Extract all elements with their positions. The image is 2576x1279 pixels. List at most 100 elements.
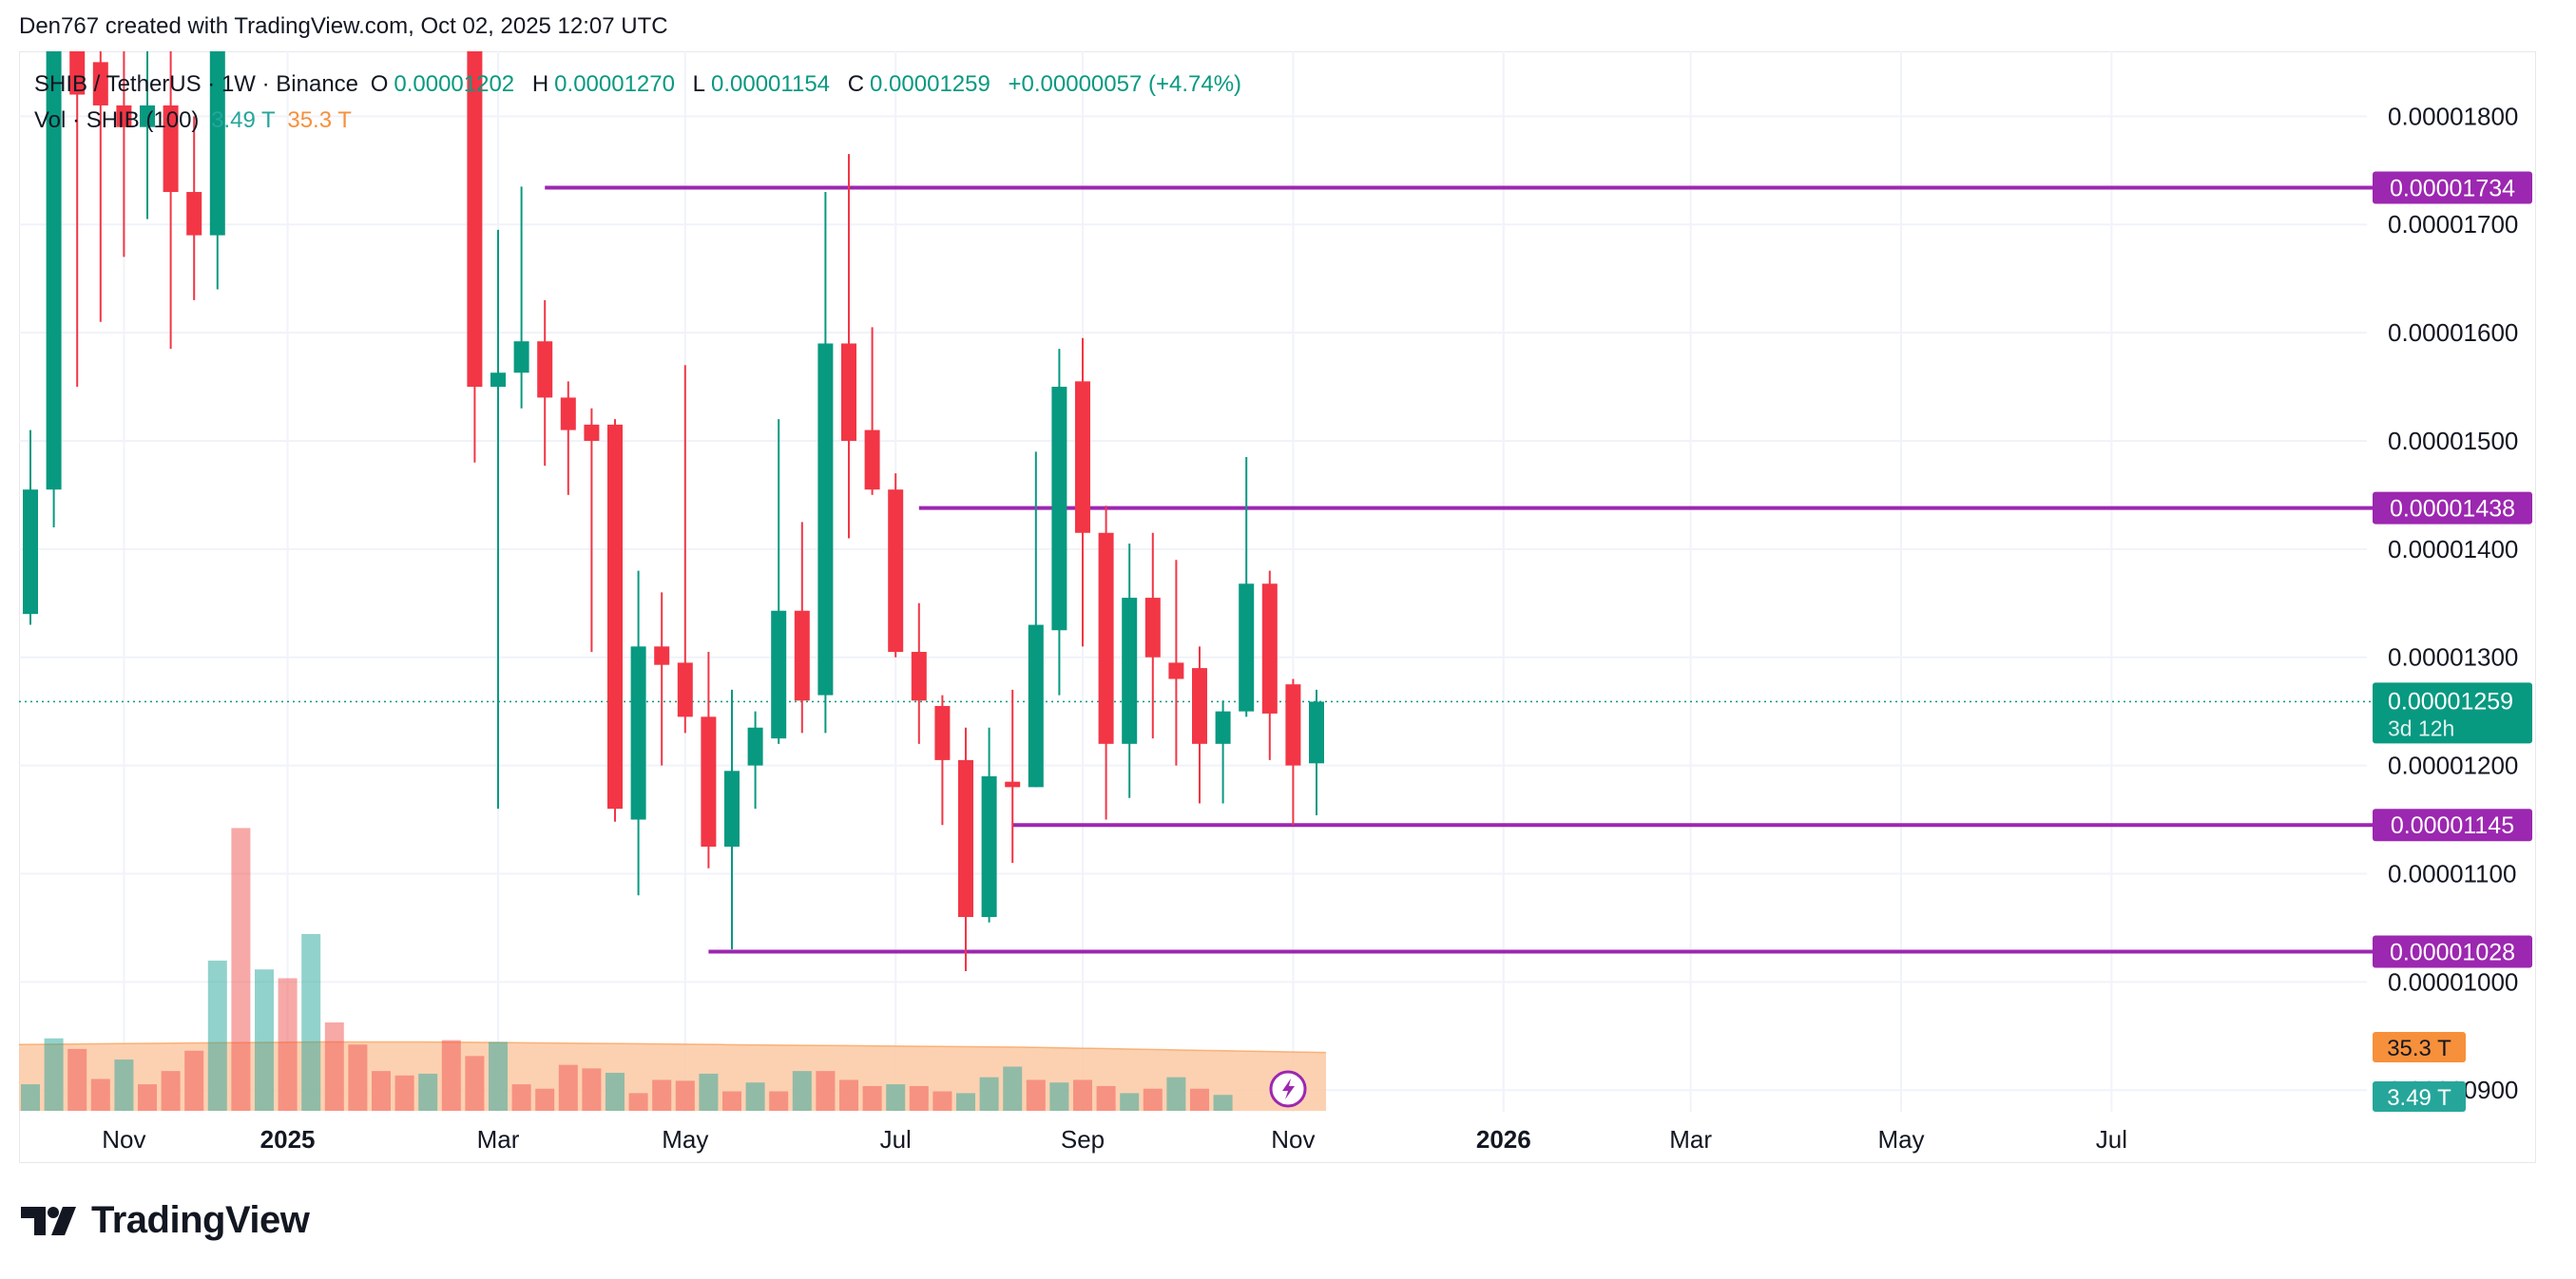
level-badge-bg — [2373, 171, 2532, 204]
price-tick-label: 0.00001600 — [2388, 318, 2518, 347]
tradingview-logo[interactable]: TradingView — [21, 1199, 310, 1242]
candle — [701, 652, 717, 869]
volume-bar — [138, 1084, 157, 1111]
price-tick-label: 0.00001800 — [2388, 102, 2518, 130]
volume-bar — [792, 1071, 812, 1111]
bolt-icon[interactable] — [1269, 1070, 1307, 1108]
candle-body — [1098, 532, 1114, 744]
chart-credit: Den767 created with TradingView.com, Oct… — [19, 13, 668, 39]
candle-body — [911, 652, 927, 701]
level-badge-bg — [2373, 491, 2532, 525]
candle-body — [654, 646, 670, 665]
candle — [1005, 689, 1021, 864]
candle — [116, 51, 132, 258]
symbol-label[interactable]: SHIB / TetherUS · 1W · Binance — [34, 71, 359, 97]
candle — [864, 327, 880, 495]
candle-body — [888, 489, 904, 653]
candle-body — [1309, 701, 1324, 764]
volume-bar — [558, 1064, 578, 1111]
candle-body — [794, 610, 810, 701]
candle — [537, 299, 553, 467]
volume-bar — [582, 1068, 602, 1111]
candle-body — [817, 343, 834, 696]
countdown-label: 3d 12h — [2388, 716, 2454, 740]
volume-ma-area — [19, 1041, 1326, 1111]
time-axis[interactable]: Nov 2025 Mar May Jul Sep Nov 2026 Mar May Jul — [102, 1125, 2127, 1154]
volume-bar — [675, 1080, 695, 1111]
candle — [584, 408, 600, 653]
volume-label[interactable]: Vol · SHIB (100) — [34, 107, 200, 133]
level-badge-label: 0.00001438 — [2390, 496, 2515, 523]
price-tick-label: 0.00001300 — [2388, 643, 2518, 672]
high-value: 0.00001270 — [554, 71, 675, 97]
candle-body — [1144, 598, 1161, 658]
candle-body — [209, 51, 225, 236]
candle — [140, 51, 155, 220]
price-tick-label: 0.00001400 — [2388, 535, 2518, 563]
candle-body — [724, 771, 740, 847]
candle-body — [116, 105, 132, 127]
volume-bar — [278, 978, 298, 1111]
volume-bars — [18, 828, 1327, 1111]
volume-bar — [839, 1079, 858, 1111]
candle-body — [513, 341, 529, 373]
current-price-label: 0.00001259 — [2388, 688, 2513, 715]
price-tick-label: 0.00001200 — [2388, 752, 2518, 780]
volume-bar — [441, 1040, 461, 1111]
candle-body — [1215, 711, 1231, 744]
volume-bar — [1143, 1088, 1163, 1111]
chart-frame — [19, 51, 2536, 1163]
level-price-badge: 0.00001438 — [2373, 491, 2532, 525]
candle-body — [467, 51, 483, 388]
volume-bar — [956, 1093, 975, 1111]
candle-body — [1005, 781, 1021, 788]
candle — [1098, 506, 1114, 820]
volume-bar — [606, 1073, 625, 1111]
volume-bar — [769, 1091, 789, 1111]
volume-bar — [862, 1085, 882, 1111]
level-badge-label: 0.00001028 — [2390, 939, 2515, 965]
candle-body — [771, 610, 787, 739]
candle-body — [677, 662, 693, 717]
candle — [958, 727, 973, 971]
candle-body — [1285, 684, 1301, 766]
candle-body — [701, 716, 717, 847]
candle-body — [1261, 583, 1278, 714]
time-tick-label: May — [1877, 1125, 1924, 1154]
chart-legend: SHIB / TetherUS · 1W · Binance O 0.000012… — [34, 67, 1247, 139]
candle — [1192, 646, 1207, 804]
volume-bar — [535, 1088, 555, 1111]
candle-body — [1028, 624, 1044, 788]
level-price-badge: 0.00001734 — [2373, 171, 2532, 204]
candle — [817, 192, 834, 734]
volume-badge-label: 3.49 T — [2387, 1085, 2451, 1111]
candle — [607, 419, 623, 822]
volume-bar — [231, 828, 251, 1111]
candle — [92, 51, 108, 322]
time-tick-label: Jul — [2096, 1125, 2127, 1154]
volume-bar — [301, 934, 321, 1111]
volume-bar — [67, 1048, 87, 1111]
time-tick-label: 2025 — [260, 1125, 316, 1154]
time-tick-label: Nov — [102, 1125, 145, 1154]
candle-body — [560, 397, 576, 430]
volume-bar — [1190, 1088, 1209, 1111]
candle-body — [747, 727, 763, 766]
candle — [841, 154, 856, 539]
volume-ma-badge-label: 35.3 T — [2387, 1036, 2451, 1061]
candle — [513, 186, 529, 409]
price-tick-label: 0.00001100 — [2388, 859, 2516, 888]
candle — [654, 592, 670, 766]
volume-bar — [886, 1084, 906, 1111]
level-price-badge: 0.00001028 — [2373, 935, 2532, 968]
volume-bar — [90, 1079, 110, 1111]
candle-body — [537, 341, 553, 398]
level-lines — [19, 185, 2376, 954]
volume-bar — [699, 1073, 719, 1111]
candle-body — [46, 51, 62, 490]
volume-bar — [1026, 1079, 1046, 1111]
change-value: +0.00000057 (+4.74%) — [1008, 71, 1242, 97]
volume-bar — [465, 1056, 485, 1111]
